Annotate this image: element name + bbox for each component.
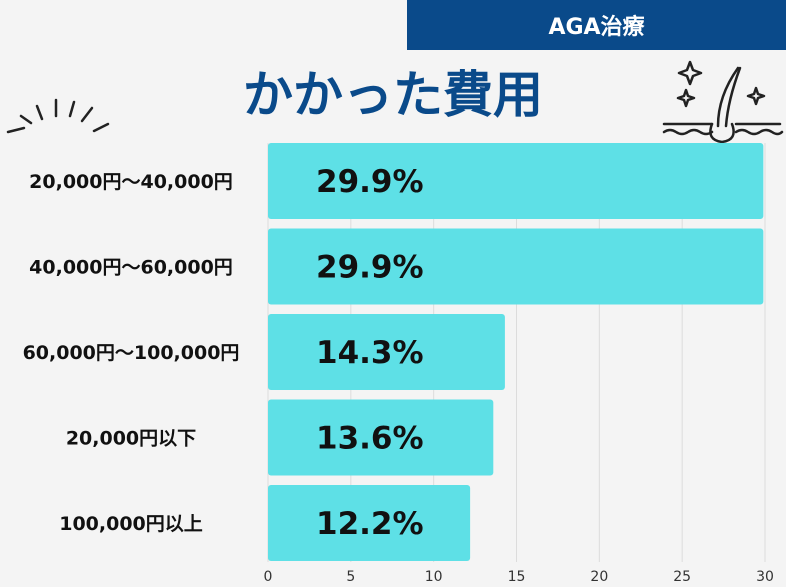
x-tick-label: 5	[346, 569, 355, 585]
x-tick-label: 15	[508, 569, 526, 585]
x-tick-label: 25	[673, 569, 691, 585]
category-label: 60,000円〜100,000円	[23, 342, 240, 364]
category-tag: AGA治療	[407, 0, 786, 50]
x-tick-label: 20	[590, 569, 608, 585]
data-label: 12.2%	[316, 506, 424, 542]
x-tick-label: 10	[425, 569, 443, 585]
data-label: 29.9%	[316, 164, 424, 200]
x-tick-label: 30	[756, 569, 774, 585]
x-tick-label: 0	[264, 569, 273, 585]
burst-lines-icon	[6, 98, 110, 134]
bar	[268, 228, 764, 305]
category-label: 100,000円以上	[59, 513, 203, 535]
category-label: 20,000円〜40,000円	[29, 171, 233, 193]
chart-title: かかった費用	[243, 66, 543, 124]
bar	[268, 314, 505, 390]
bar	[268, 399, 494, 476]
hair-follicle-sparkle-icon	[662, 60, 784, 144]
category-label: 40,000円〜60,000円	[29, 257, 233, 279]
data-label: 13.6%	[316, 421, 424, 457]
category-label: 20,000円以下	[66, 428, 196, 450]
bar	[268, 143, 764, 219]
data-label: 14.3%	[316, 335, 424, 371]
data-label: 29.9%	[316, 250, 424, 286]
bar	[268, 485, 471, 561]
